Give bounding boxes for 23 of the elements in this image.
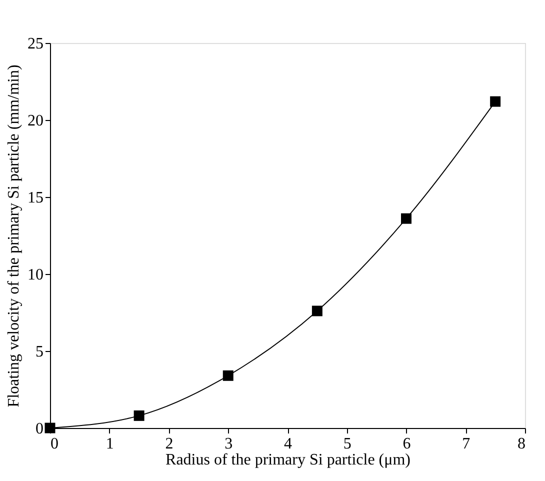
y-tick-label: 20 xyxy=(28,112,44,130)
x-tick-label: 1 xyxy=(106,436,114,452)
point xyxy=(490,96,501,107)
y-tick-label: 0 xyxy=(36,420,44,438)
y-tick-label: 15 xyxy=(28,190,44,206)
x-tick-label: 3 xyxy=(224,436,233,452)
x-tick-label: 2 xyxy=(165,436,174,452)
point xyxy=(134,410,144,421)
x-tick-label: 7 xyxy=(462,436,470,452)
y-tick-label: 25 xyxy=(28,36,44,52)
x-tick-label: 5 xyxy=(343,436,352,452)
point xyxy=(312,306,322,316)
x-tick-label: 0 xyxy=(50,436,58,452)
y-axis-title: Floating velocity of the primary Si particle (mm/min) xyxy=(6,64,22,408)
point xyxy=(401,213,412,224)
x-axis-title: Radius of the primary Si particle (μm) xyxy=(166,452,410,468)
x-tick-label: 6 xyxy=(402,436,411,452)
y-tick-label: 5 xyxy=(36,344,44,360)
x-tick-label: 8 xyxy=(518,436,526,452)
x-tick-label: 4 xyxy=(284,436,292,452)
point xyxy=(44,422,56,434)
point xyxy=(222,370,234,381)
y-tick-label: 10 xyxy=(28,266,44,284)
